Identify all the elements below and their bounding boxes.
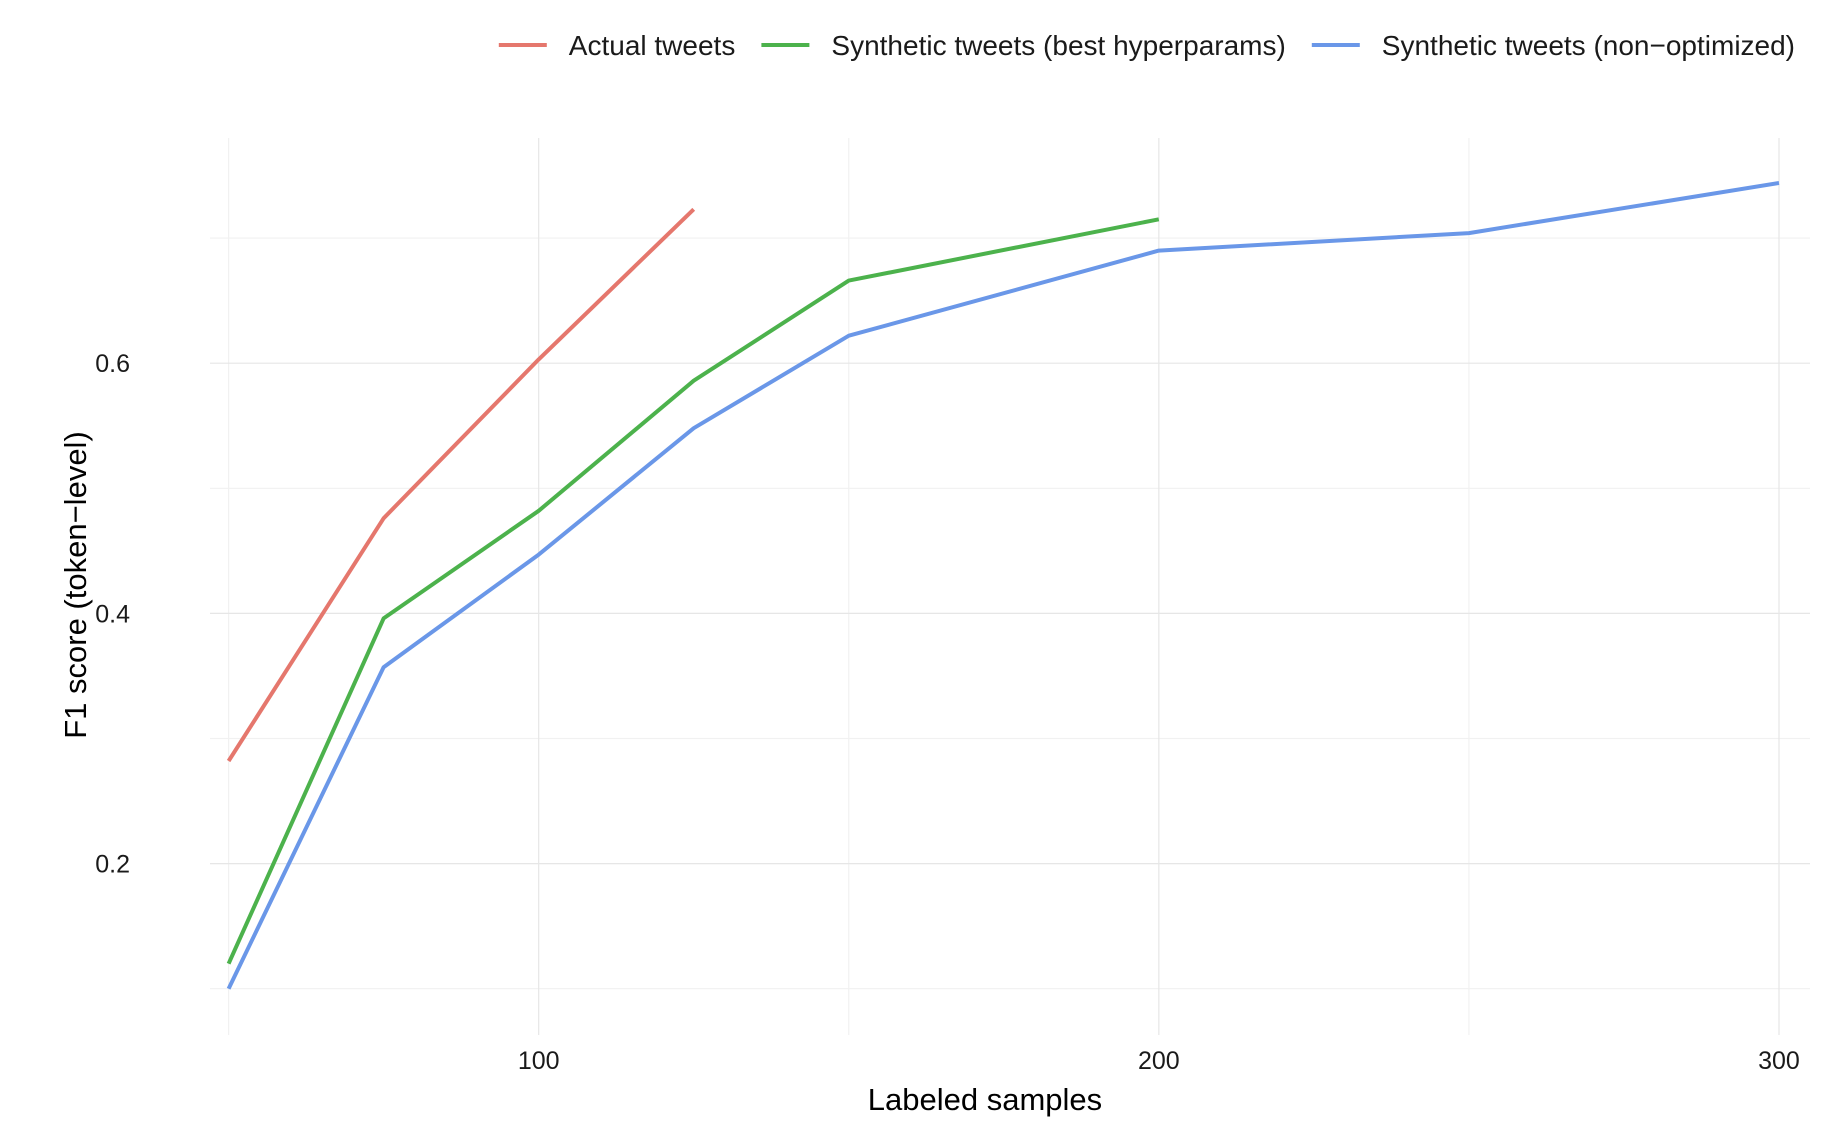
x-axis-title: Labeled samples	[868, 1082, 1102, 1117]
series-line-2	[226, 217, 1160, 965]
y-tick-label: 0.6	[95, 350, 130, 378]
series-line-3	[226, 181, 1780, 990]
y-axis-ticks: 0.2 0.4 0.6	[95, 350, 130, 878]
grid	[210, 138, 1810, 1035]
y-tick-label: 0.4	[95, 600, 130, 628]
y-axis-title: F1 score (token−level)	[58, 431, 93, 739]
series-line-1	[226, 207, 696, 763]
series-lines	[226, 181, 1780, 990]
y-tick-label: 0.2	[95, 851, 130, 879]
legend-item-2: Synthetic tweets (best hyperparams)	[761, 30, 1286, 61]
x-tick-label: 100	[518, 1047, 560, 1075]
x-tick-label: 300	[1758, 1047, 1800, 1075]
legend: Actual tweets Synthetic tweets (best hype…	[498, 30, 1795, 61]
legend-label: Synthetic tweets (best hyperparams)	[831, 30, 1285, 61]
x-tick-label: 200	[1138, 1047, 1180, 1075]
legend-label: Actual tweets	[569, 30, 736, 61]
x-axis-ticks: 100 200 300	[518, 1047, 1800, 1075]
legend-item-3: Synthetic tweets (non−optimized)	[1311, 30, 1795, 61]
legend-label: Synthetic tweets (non−optimized)	[1382, 30, 1795, 61]
legend-item-1: Actual tweets	[498, 30, 736, 61]
